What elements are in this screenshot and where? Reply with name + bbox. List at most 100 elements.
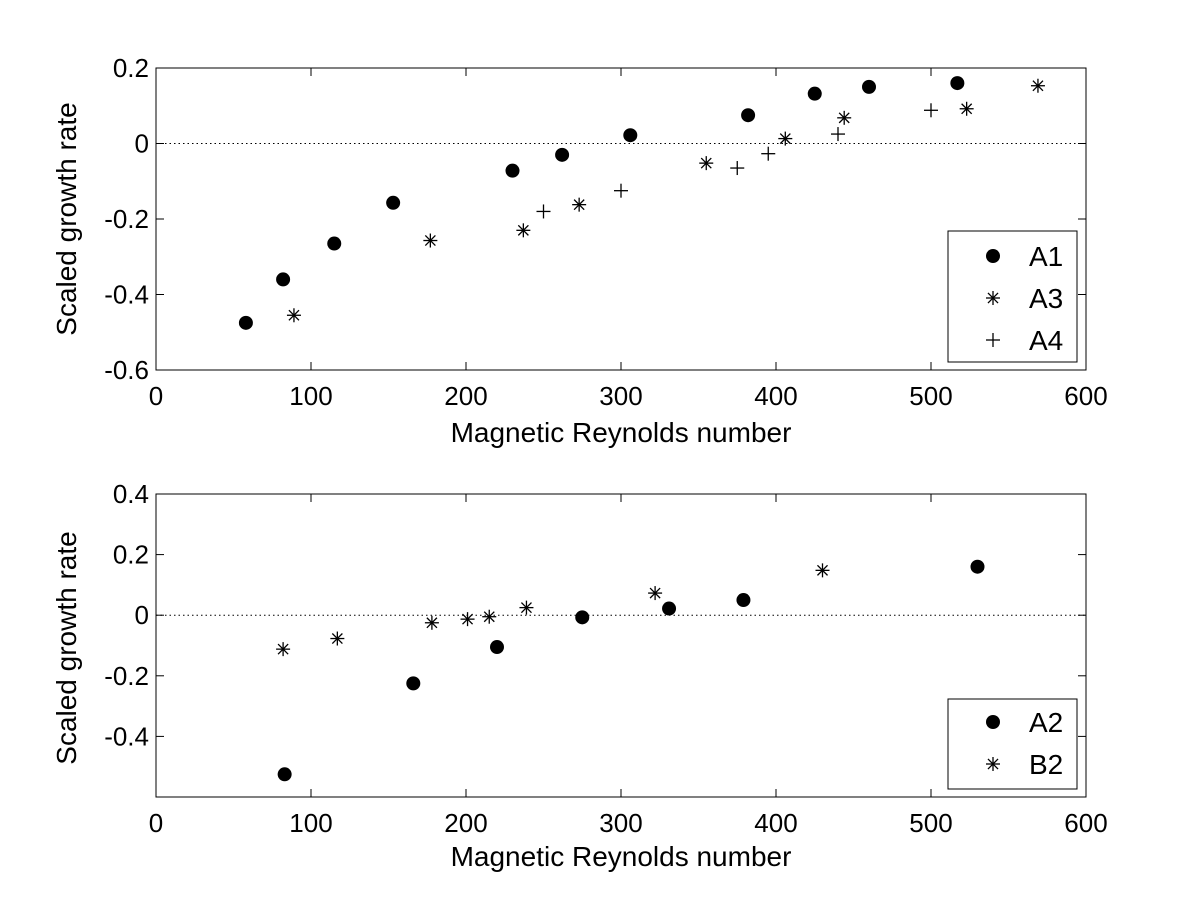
legend-label: A2: [1029, 707, 1063, 738]
data-point-A3: [516, 223, 531, 238]
data-point-A4: [831, 127, 845, 142]
legend-item-A4: A4: [986, 325, 1063, 356]
series-A1: [238, 76, 965, 330]
x-tick-label: 0: [149, 381, 163, 411]
data-point-B2: [424, 615, 439, 630]
data-point-A2: [662, 601, 677, 616]
data-point-A4: [536, 204, 551, 219]
data-point-A2: [575, 610, 590, 625]
y-axis-label: Scaled growth rate: [51, 531, 82, 764]
x-tick-label: 500: [909, 808, 952, 838]
data-point-A4: [730, 161, 745, 176]
legend-item-A1: A1: [986, 241, 1063, 272]
data-point-B2: [460, 612, 475, 627]
data-point-A3: [699, 156, 714, 171]
x-tick-label: 400: [754, 381, 797, 411]
data-point-A1: [807, 86, 822, 101]
data-point-A3: [778, 131, 793, 146]
x-tick-label: 600: [1064, 381, 1107, 411]
legend-item-A2: A2: [986, 707, 1063, 738]
data-point-A1: [623, 128, 638, 143]
x-tick-label: 600: [1064, 808, 1107, 838]
legend-marker-A3: [986, 291, 1000, 305]
y-tick-label: -0.4: [104, 721, 149, 751]
data-point-A2: [970, 559, 985, 574]
data-point-B2: [276, 642, 291, 657]
x-tick-label: 100: [289, 808, 332, 838]
chart-top: Magnetic Reynolds number Scaled growth r…: [51, 53, 1108, 448]
data-point-A1: [386, 195, 401, 210]
y-axis-label: Scaled growth rate: [51, 102, 82, 335]
data-point-A1: [276, 272, 291, 287]
data-point-A1: [741, 108, 756, 123]
axis-ticks: 0 100 200 300 400 500 600 -0.6 -0.4 -0.2 0 0.2: [104, 53, 1108, 411]
x-tick-label: 200: [444, 381, 487, 411]
data-point-A2: [736, 593, 751, 608]
x-tick-label: 100: [289, 381, 332, 411]
data-point-B2: [648, 586, 663, 601]
legend-marker-B2: [986, 757, 1000, 771]
data-point-B2: [519, 600, 534, 615]
legend-label: A1: [1029, 241, 1063, 272]
series-A4: [536, 103, 938, 219]
x-tick-label: 300: [599, 808, 642, 838]
data-point-A1: [238, 315, 253, 330]
legend-box: [947, 698, 1078, 790]
series-A3: [286, 78, 1045, 323]
data-point-B2: [815, 563, 830, 578]
y-tick-label: 0: [135, 129, 149, 159]
legend-marker-A1: [986, 249, 1000, 263]
data-point-A2: [277, 767, 292, 782]
legend-label: A3: [1029, 283, 1063, 314]
data-point-B2: [330, 631, 345, 646]
data-point-B2: [482, 609, 497, 624]
y-tick-label: -0.4: [104, 280, 149, 310]
legend-item-B2: B2: [986, 749, 1063, 780]
x-tick-label: 400: [754, 808, 797, 838]
data-point-A3: [572, 197, 587, 212]
y-tick-label: 0.2: [113, 53, 149, 83]
data-point-A4: [614, 183, 628, 198]
data-points: [276, 559, 985, 782]
legend-label: A4: [1029, 325, 1063, 356]
y-tick-label: 0.4: [113, 479, 149, 509]
data-point-A3: [837, 110, 852, 125]
data-point-A2: [490, 640, 504, 655]
y-tick-label: -0.6: [104, 355, 149, 385]
legend-marker-A2: [986, 715, 1000, 729]
y-tick-label: 0.2: [113, 540, 149, 570]
x-tick-label: 200: [444, 808, 487, 838]
data-point-A1: [862, 79, 876, 94]
y-tick-label: -0.2: [104, 204, 149, 234]
legend-marker-A4: [986, 333, 1000, 347]
x-axis-label: Magnetic Reynolds number: [451, 417, 792, 448]
data-point-A1: [950, 76, 965, 91]
data-point-A3: [423, 233, 438, 248]
series-B2: [276, 563, 830, 657]
axis-ticks: 0 100 200 300 400 500 600 -0.4 -0.2 0 0.2 0.4: [104, 479, 1108, 838]
data-point-A4: [924, 103, 938, 118]
chart-bottom: Magnetic Reynolds number Scaled growth r…: [51, 479, 1108, 872]
data-point-A3: [959, 101, 974, 116]
legend-item-A3: A3: [986, 283, 1063, 314]
x-tick-label: 500: [909, 381, 952, 411]
legend: A1 A3 A4: [947, 230, 1078, 363]
legend-label: B2: [1029, 749, 1063, 780]
data-point-A1: [327, 236, 342, 251]
y-tick-label: 0: [135, 600, 149, 630]
series-A2: [277, 559, 985, 782]
legend-box: [947, 230, 1078, 363]
data-point-A1: [555, 147, 570, 162]
data-point-A3: [286, 308, 301, 323]
x-axis-label: Magnetic Reynolds number: [451, 841, 792, 872]
data-point-A1: [505, 163, 520, 178]
data-point-A3: [1030, 78, 1045, 93]
data-point-A2: [406, 676, 421, 691]
data-point-A4: [761, 146, 776, 161]
x-tick-label: 300: [599, 381, 642, 411]
x-tick-label: 0: [149, 808, 163, 838]
y-tick-label: -0.2: [104, 661, 149, 691]
data-points: [238, 76, 1045, 330]
